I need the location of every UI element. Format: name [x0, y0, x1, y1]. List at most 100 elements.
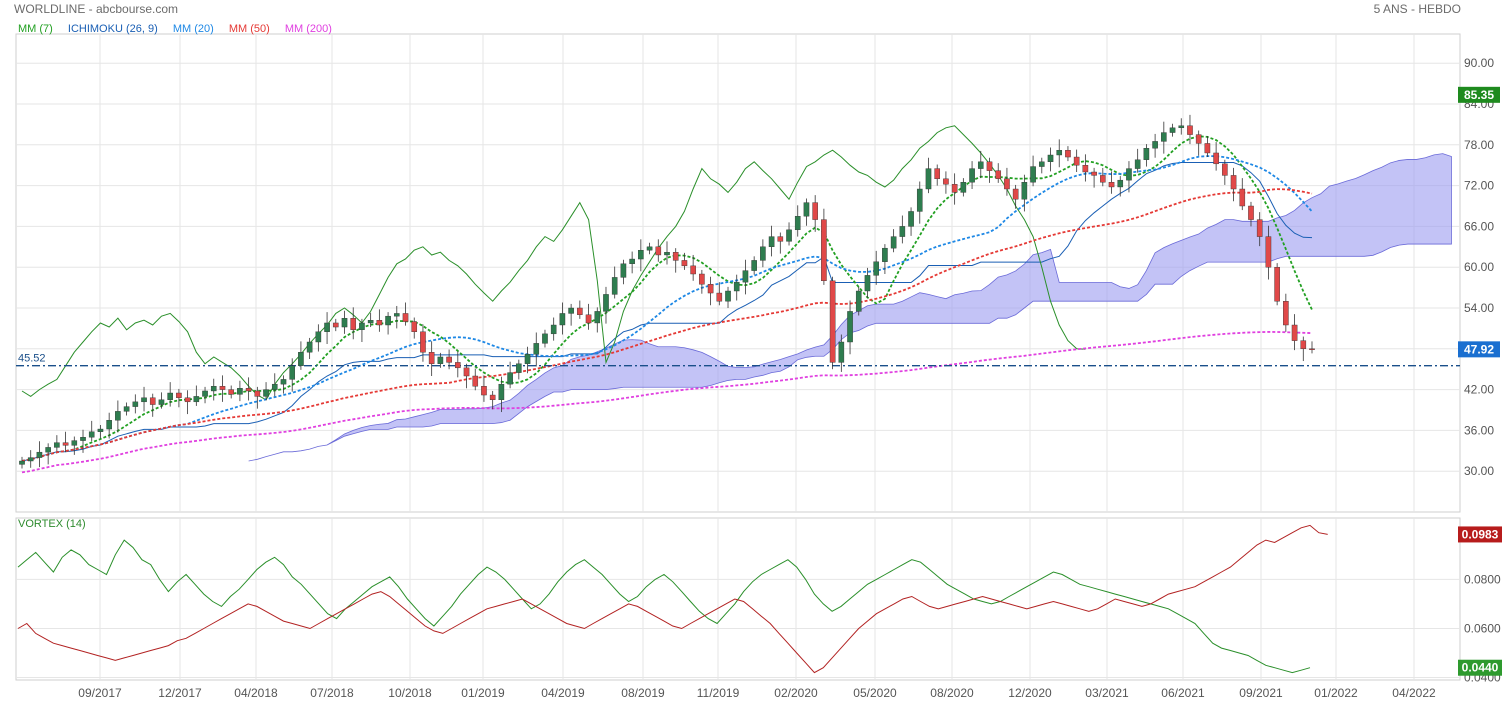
- candle-down: [1082, 154, 1089, 182]
- candle-up: [341, 310, 348, 334]
- mm200-line: [21, 330, 1313, 474]
- x-tick-label: 04/2019: [541, 686, 585, 700]
- mm7-line: [21, 135, 1313, 462]
- legend-mm50[interactable]: MM (50): [228, 23, 270, 35]
- candle-up: [620, 259, 627, 285]
- candle-down: [1274, 263, 1280, 306]
- candle-up: [1169, 123, 1176, 137]
- candle-down: [1100, 167, 1106, 187]
- candle-down: [1108, 171, 1115, 194]
- candle-up: [760, 239, 766, 268]
- candle-up: [969, 161, 975, 189]
- candle-up: [298, 341, 304, 370]
- candle-down: [1065, 146, 1071, 162]
- candle-body: [1056, 150, 1063, 156]
- vortex-plus-badge: 0.0440: [1458, 659, 1502, 676]
- candle-body: [916, 188, 923, 212]
- candle-body: [1012, 188, 1019, 200]
- x-tick-label: 06/2021: [1161, 686, 1205, 700]
- candle-body: [516, 363, 522, 373]
- candle-body: [498, 383, 505, 401]
- vortex-plus-line: [17, 539, 1311, 674]
- candle-body: [88, 431, 95, 438]
- price-tick-label: 78.00: [1464, 138, 1494, 152]
- candle-body: [19, 460, 25, 465]
- legend-mm7[interactable]: MM (7): [18, 23, 53, 35]
- candle-up: [1117, 176, 1124, 197]
- candle-body: [1248, 205, 1254, 220]
- last-price-badge: 47.92: [1458, 341, 1500, 358]
- candle-up: [864, 267, 871, 298]
- candle-body: [655, 246, 662, 256]
- candle-up: [271, 373, 278, 397]
- candle-up: [27, 450, 34, 468]
- candle-body: [62, 442, 69, 446]
- candle-down: [699, 269, 705, 294]
- candle-up: [507, 361, 513, 389]
- candle-body: [1134, 159, 1141, 169]
- candle-body: [141, 397, 147, 403]
- candle-body: [332, 322, 339, 328]
- candle-body: [106, 420, 112, 430]
- candle-body: [481, 386, 487, 396]
- vortex-legend[interactable]: VORTEX (14): [18, 518, 86, 530]
- candle-body: [280, 379, 287, 385]
- candle-up: [498, 376, 505, 413]
- candle-body: [873, 261, 879, 276]
- candle-body: [420, 331, 426, 353]
- candle-up: [664, 241, 670, 265]
- candle-down: [577, 300, 583, 319]
- candle-down: [655, 239, 662, 262]
- ichimoku-cloud-area: [248, 153, 1452, 462]
- candle-body: [812, 202, 818, 220]
- candle-body: [1178, 125, 1185, 129]
- candle-up: [533, 332, 540, 367]
- candle-body: [550, 324, 557, 335]
- candle-body: [1213, 152, 1219, 165]
- candle-up: [516, 359, 522, 380]
- candle-body: [855, 290, 862, 312]
- candle-body: [402, 313, 409, 322]
- candle-body: [219, 386, 226, 390]
- legend-mm200[interactable]: MM (200): [284, 23, 332, 35]
- candle-up: [733, 274, 740, 301]
- legend-mm20[interactable]: MM (20): [172, 23, 214, 35]
- candle-up: [359, 318, 365, 342]
- candle-up: [594, 307, 601, 333]
- candle-down: [995, 163, 1002, 183]
- candle-body: [786, 229, 792, 242]
- candle-up: [1047, 147, 1054, 172]
- candle-body: [350, 318, 357, 330]
- candle-body: [184, 397, 191, 403]
- candle-up: [54, 435, 60, 452]
- candle-up: [925, 157, 932, 194]
- candle-body: [925, 168, 932, 190]
- legend-ichimoku[interactable]: ICHIMOKU (26, 9): [67, 23, 158, 35]
- candle-up: [751, 256, 757, 275]
- candle-down: [943, 171, 949, 194]
- candle-body: [489, 394, 496, 401]
- candle-down: [672, 248, 679, 273]
- candle-up: [524, 346, 531, 374]
- candle-down: [62, 431, 69, 453]
- candle-down: [585, 303, 592, 330]
- candle-body: [960, 181, 967, 193]
- candle-body: [611, 277, 618, 295]
- candle-body: [943, 178, 949, 185]
- candle-down: [1195, 130, 1202, 156]
- indicator-legend: MM (7) ICHIMOKU (26, 9) MM (20) MM (50) …: [18, 23, 344, 35]
- x-tick-label: 02/2020: [774, 686, 818, 700]
- candle-body: [1161, 132, 1167, 142]
- x-tick-label: 12/2020: [1008, 686, 1052, 700]
- candle-up: [977, 150, 984, 179]
- mm50-line: [21, 188, 1313, 462]
- candle-body: [995, 170, 1002, 179]
- x-tick-label: 01/2022: [1314, 686, 1358, 700]
- current-price-badge: 85.35: [1458, 86, 1500, 103]
- candle-body: [1291, 324, 1298, 341]
- candle-up: [568, 303, 574, 326]
- candle-up: [141, 386, 147, 412]
- candle-up: [960, 178, 967, 197]
- candle-up: [237, 380, 243, 402]
- x-tick-label: 11/2019: [697, 686, 740, 700]
